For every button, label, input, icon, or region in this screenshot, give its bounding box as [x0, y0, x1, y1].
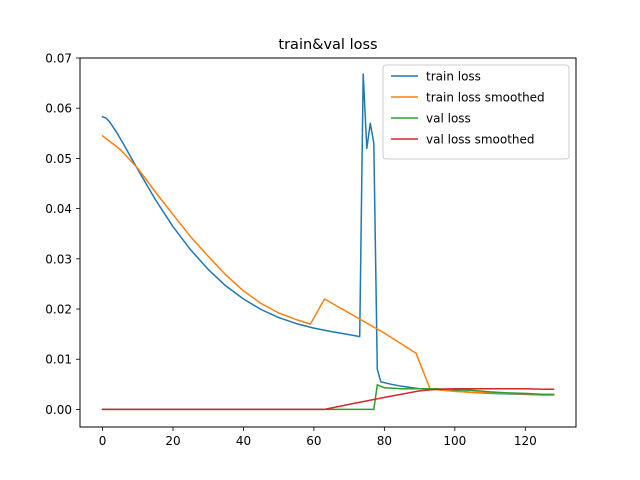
- y-tick-label: 0.05: [45, 152, 72, 166]
- x-tick-label: 20: [165, 434, 180, 448]
- x-tick-label: 80: [377, 434, 392, 448]
- x-tick-label: 60: [306, 434, 321, 448]
- legend-label-0: train loss: [426, 70, 481, 84]
- series-line-3: [101, 388, 555, 411]
- legend-label-3: val loss smoothed: [426, 133, 535, 147]
- y-tick-label: 0.03: [45, 252, 72, 266]
- y-tick-label: 0.01: [45, 353, 72, 367]
- y-tick-label: 0.04: [45, 202, 72, 216]
- legend-label-2: val loss: [426, 112, 471, 126]
- series-layer: [101, 73, 555, 411]
- series-line-1: [101, 134, 555, 396]
- x-tick-label: 40: [236, 434, 251, 448]
- chart-title: train&val loss: [278, 37, 377, 53]
- y-tick-label: 0.02: [45, 303, 72, 317]
- y-tick-label: 0.07: [45, 52, 72, 66]
- plot-frame: [79, 57, 577, 428]
- x-tick-label: 100: [443, 434, 466, 448]
- legend-label-1: train loss smoothed: [426, 91, 545, 105]
- y-axis: 0.00 0.01 0.02 0.03 0.04 0.05 0.06 0.07: [45, 52, 80, 417]
- y-tick-label: 0.00: [45, 403, 72, 417]
- x-tick-label: 120: [514, 434, 537, 448]
- x-tick-label: 0: [99, 434, 107, 448]
- legend: train loss train loss smoothed val loss val…: [382, 64, 570, 160]
- legend-box: [382, 64, 570, 160]
- x-axis: 0 20 40 60 80 100 120: [99, 427, 537, 448]
- y-tick-label: 0.06: [45, 102, 72, 116]
